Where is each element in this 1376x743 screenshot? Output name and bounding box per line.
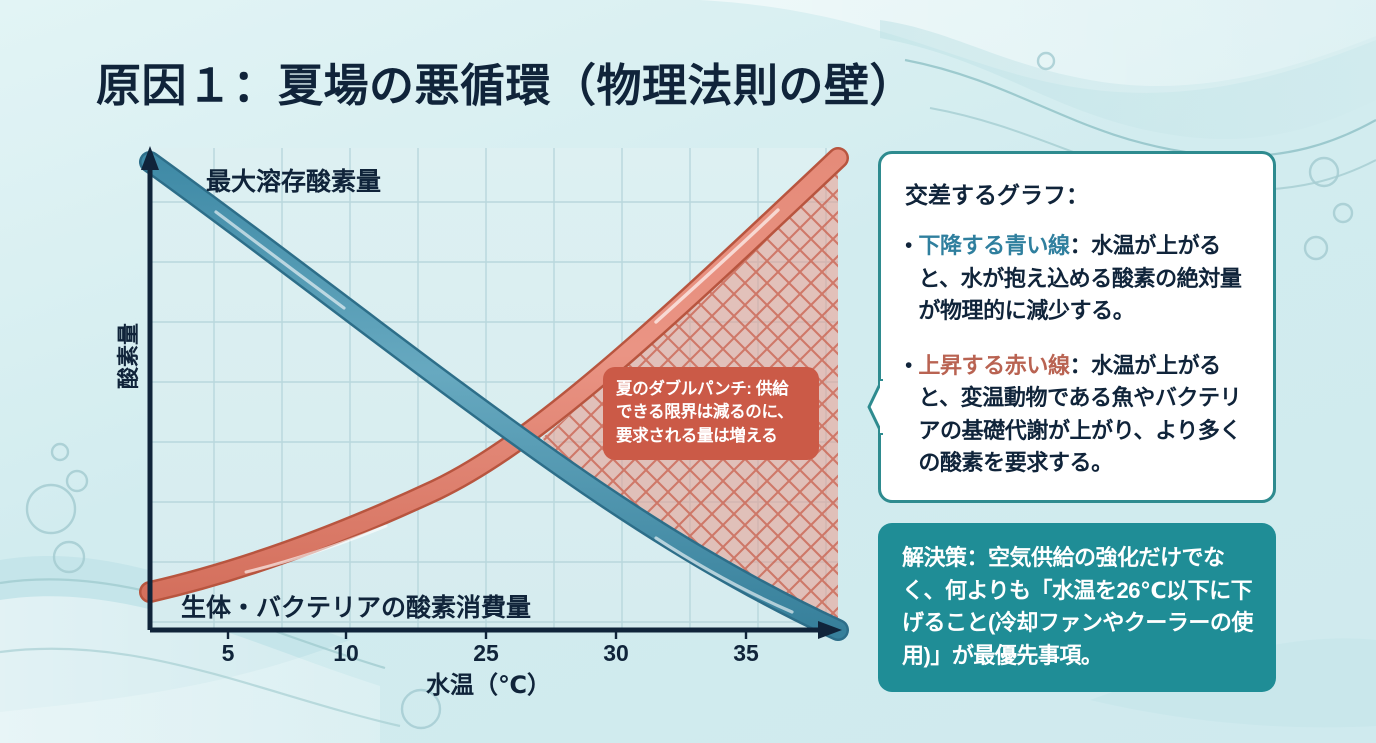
y-axis-title: 酸素量 — [116, 323, 141, 390]
callout-line-2: できる限界は減るのに、 — [616, 403, 794, 422]
bullet-marker: • — [905, 234, 913, 257]
bullet-item-red-line: • 上昇する赤い線：水温が上がると、変温動物である魚やバクテリアの基礎代謝が上が… — [905, 350, 1251, 480]
bullet-item-blue-line: • 下降する青い線：水温が上がると、水が抱え込める酸素の絶対量が物理的に減少する… — [905, 230, 1251, 328]
oxygen-temperature-chart: 最大溶存酸素量 生体・バクテリアの酸素消費量 5 10 25 30 35 水温（… — [96, 140, 856, 710]
x-axis-title: 水温（℃） — [426, 672, 552, 699]
explanation-panel: 交差するグラフ： • 下降する青い線：水温が上がると、水が抱え込める酸素の絶対量… — [867, 151, 1276, 503]
x-tick-35: 35 — [733, 640, 759, 666]
bullet-body: ：水温が上がると、水が抱え込める酸素の絶対量が物理的に減少する。 — [918, 233, 1242, 324]
callout-line-1: 夏のダブルパンチ: 供給 — [616, 380, 789, 398]
double-punch-callout: 夏のダブルパンチ: 供給 できる限界は減るのに、 要求される量は増える — [603, 367, 819, 461]
callout-line-3: 要求される量は増える — [616, 426, 778, 445]
x-tick-25: 25 — [473, 640, 499, 666]
bullet-marker: • — [905, 353, 913, 377]
bullet-text: 上昇する赤い線：水温が上がると、変温動物である魚やバクテリアの基礎代謝が上がり、… — [918, 350, 1251, 480]
series-consumption-red — [139, 147, 849, 603]
bullet-keyword-blue: 下降する青い線 — [918, 233, 1070, 258]
chart-axes — [141, 146, 842, 639]
x-tick-5: 5 — [221, 640, 235, 666]
panel-heading: 交差するグラフ： — [905, 182, 1089, 208]
bullet-keyword-red: 上昇する赤い線 — [918, 352, 1070, 378]
series-max-dissolved-oxygen-blue — [139, 151, 849, 641]
series-label-oxygen-consumption: 生体・バクテリアの酸素消費量 — [181, 594, 532, 622]
x-tick-10: 10 — [333, 640, 359, 666]
series-label-max-dissolved-oxygen: 最大溶存酸素量 — [206, 168, 382, 196]
page-title: 原因１：夏場の悪循環（物理法則の壁） — [96, 60, 916, 111]
bullet-text: 下降する青い線：水温が上がると、水が抱え込める酸素の絶対量が物理的に減少する。 — [918, 230, 1251, 328]
x-tick-30: 30 — [603, 640, 629, 666]
bullet-body: ：水温が上がると、変温動物である魚やバクテリアの基礎代謝が上がり、より多くの酸素… — [918, 352, 1242, 476]
panel-pointer-icon — [867, 379, 883, 435]
solution-panel: 解決策：空気供給の強化だけでなく、何よりも「水温を26℃以下に下げること(冷却フ… — [878, 523, 1276, 693]
